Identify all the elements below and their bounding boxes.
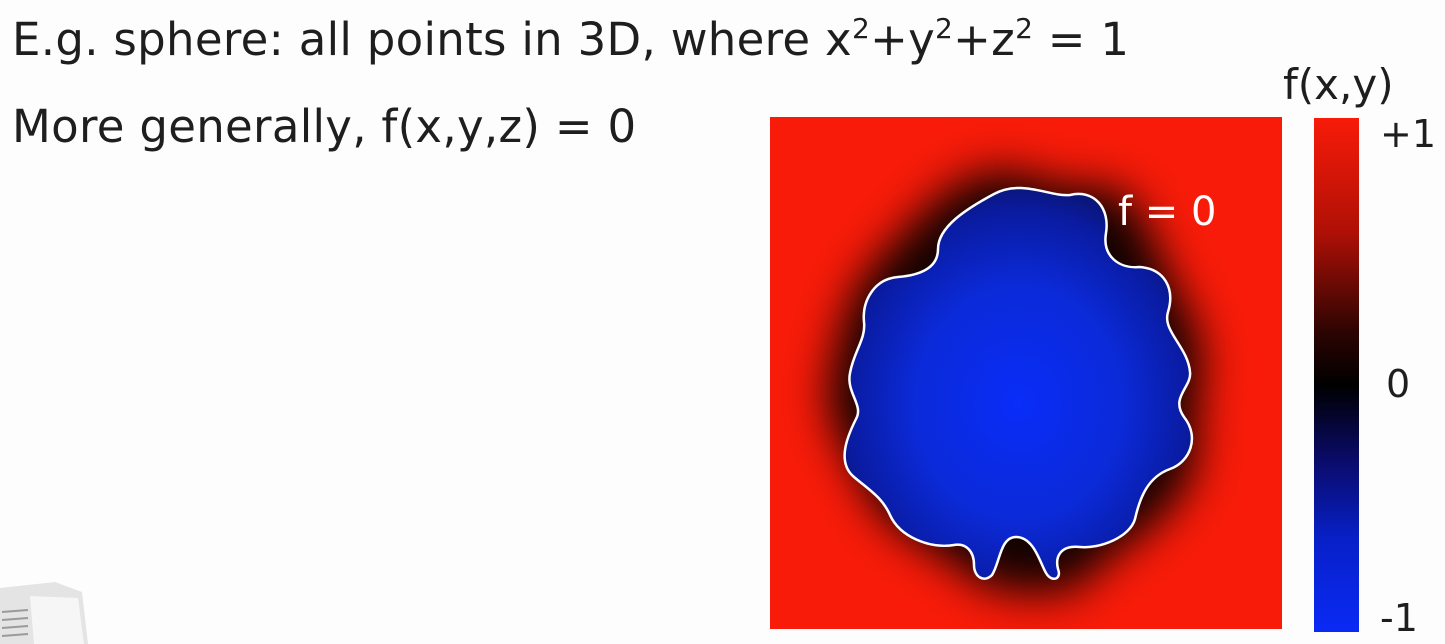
general-implicit-text: More generally, f(x,y,z) = 0: [12, 100, 637, 153]
sphere-equation-text: E.g. sphere: all points in 3D, where x2+…: [12, 12, 1130, 66]
zero-contour: [843, 186, 1194, 581]
colorbar-tick-mid: 0: [1386, 362, 1411, 406]
colorbar: [1314, 118, 1359, 632]
colorbar-tick-min: -1: [1380, 596, 1418, 640]
chair-corner-image: [0, 582, 88, 644]
zero-level-label: f = 0: [1118, 189, 1217, 235]
colorbar-title: f(x,y): [1283, 60, 1394, 109]
colorbar-tick-max: +1: [1380, 112, 1437, 156]
implicit-function-heatmap: [770, 117, 1282, 629]
